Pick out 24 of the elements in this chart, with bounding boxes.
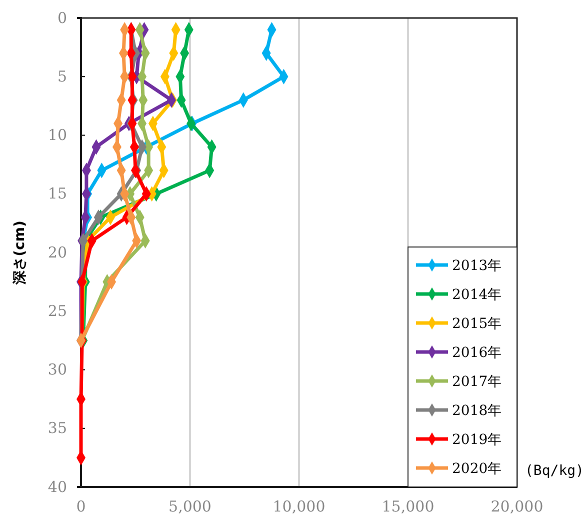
y-tick-label: 35 <box>48 419 67 438</box>
legend-label: 2017年 <box>452 374 502 390</box>
y-tick-label: 40 <box>48 478 67 496</box>
legend-label: 2019年 <box>452 432 502 448</box>
y-tick-label: 15 <box>48 184 67 203</box>
x-tick-label: 15,000 <box>382 498 434 516</box>
y-tick-label: 25 <box>48 302 67 320</box>
legend-label: 2020年 <box>452 461 502 477</box>
legend-label: 2018年 <box>452 403 502 419</box>
y-tick-label: 5 <box>57 67 67 86</box>
y-tick-label: 30 <box>48 360 67 379</box>
x-tick-label: 5,000 <box>168 498 212 516</box>
legend-label: 2014年 <box>452 287 502 303</box>
y-tick-label: 0 <box>57 8 67 27</box>
y-tick-label: 20 <box>48 243 67 262</box>
x-tick-label: 10,000 <box>272 498 326 516</box>
y-tick-label: 10 <box>48 126 67 144</box>
text: (Bq/kg) <box>524 463 584 479</box>
legend-label: 2013年 <box>452 258 502 274</box>
y-axis-title: 深さ(cm) <box>12 220 28 286</box>
x-tick-label: 20,000 <box>490 498 544 516</box>
legend-label: 2016年 <box>452 345 502 361</box>
x-tick-label: 0 <box>76 498 86 516</box>
legend-label: 2015年 <box>452 316 502 332</box>
